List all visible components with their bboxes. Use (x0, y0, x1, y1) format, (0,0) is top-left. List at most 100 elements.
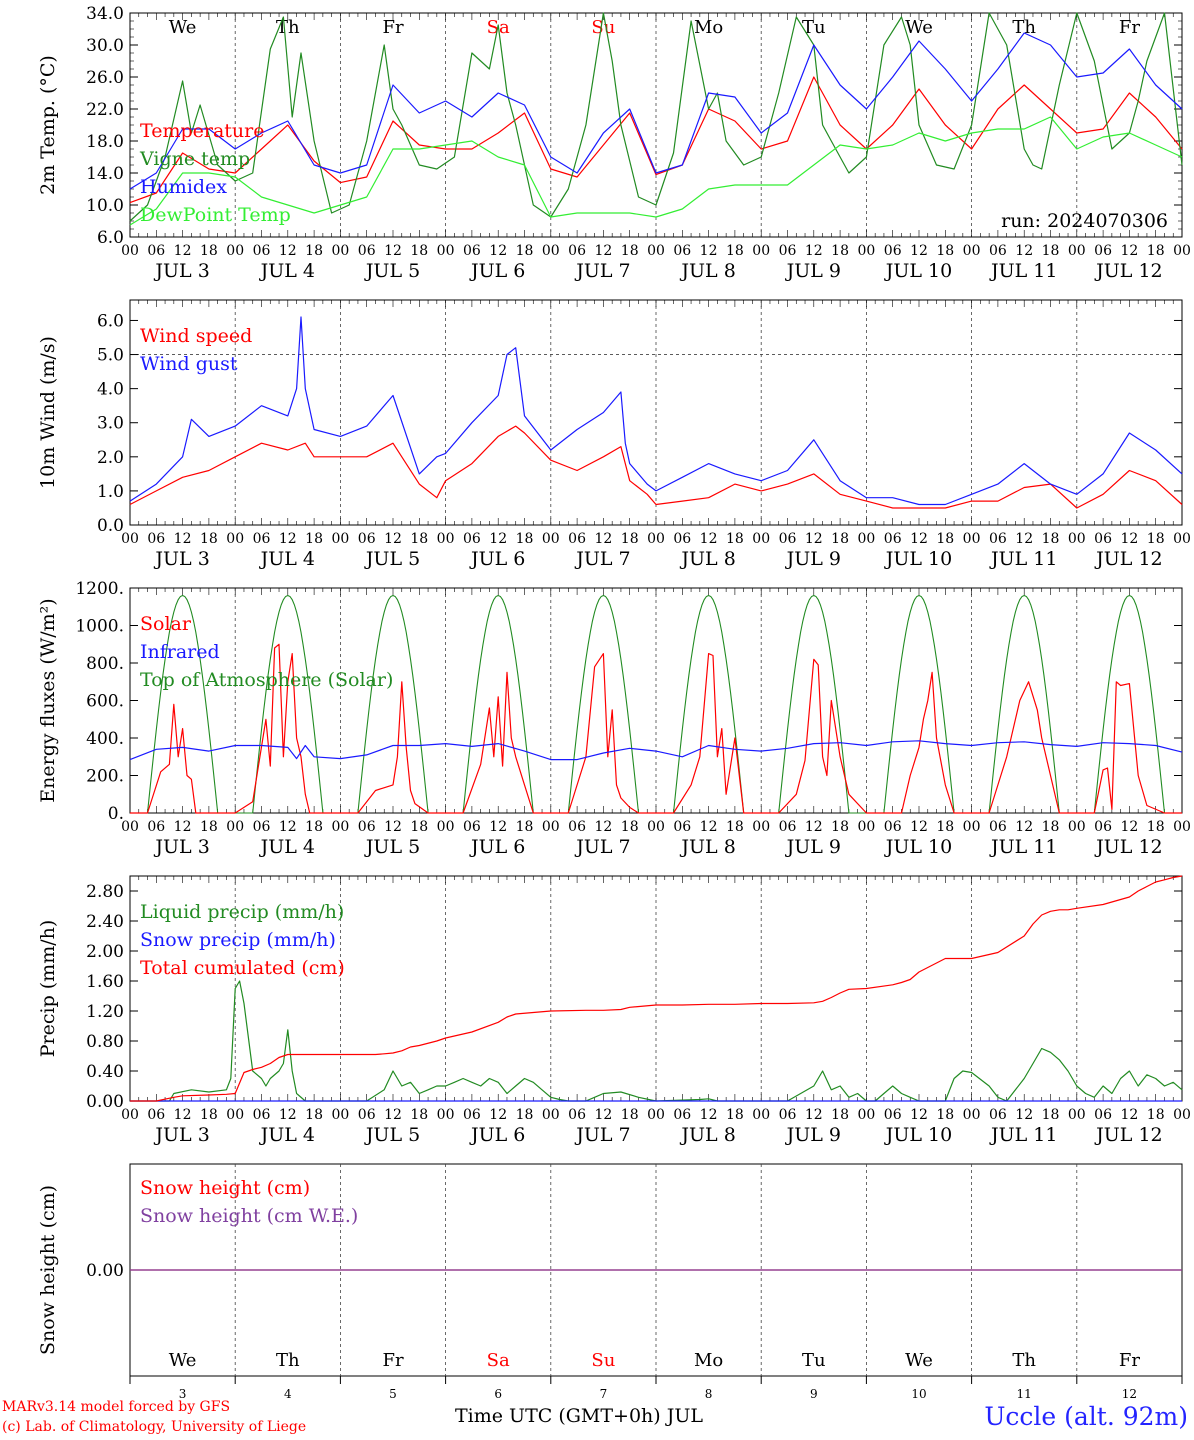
hour-label: 18 (936, 531, 954, 547)
y-tick-label: 34.0 (86, 4, 124, 24)
hour-label: 00 (1173, 243, 1191, 259)
hour-label: 06 (884, 243, 902, 259)
hour-label: 18 (1042, 243, 1060, 259)
hour-label: 06 (568, 243, 586, 259)
hour-label: 18 (200, 1107, 218, 1123)
run-annotation: run: 2024070306 (1001, 210, 1168, 232)
hour-label: 12 (174, 531, 192, 547)
date-label: JUL 6 (469, 260, 525, 282)
hour-label: 12 (594, 819, 612, 835)
series-line-solar (130, 643, 1182, 814)
hour-label: 12 (489, 819, 507, 835)
hour-label: 12 (700, 819, 718, 835)
date-label: JUL 11 (989, 260, 1057, 282)
series-line-total-cumulated-cm (130, 875, 1183, 1102)
credit-line-2: (c) Lab. of Climatology, University of L… (2, 1419, 307, 1435)
plot-frame (129, 587, 1183, 814)
weekday-label: Th (276, 17, 300, 38)
series-line-toa-solar (130, 594, 1182, 814)
hour-label: 18 (305, 531, 323, 547)
hour-label: 06 (463, 819, 481, 835)
weekday-label: Th (1012, 1350, 1036, 1371)
y-tick-label: 0.00 (86, 1261, 124, 1281)
hour-label: 06 (1094, 1107, 1112, 1123)
hour-label: 12 (700, 243, 718, 259)
y-tick-label: 6.0 (97, 228, 124, 248)
weekday-label: Sa (487, 1350, 510, 1371)
hour-label: 18 (936, 1107, 954, 1123)
hour-label: 06 (989, 819, 1007, 835)
hour-label: 06 (147, 819, 165, 835)
date-label: JUL 12 (1094, 548, 1162, 570)
day-number: 12 (1122, 1387, 1137, 1401)
hour-label: 00 (752, 819, 770, 835)
day-number: 6 (494, 1387, 502, 1401)
series-line-vigne-temp (129, 12, 1183, 222)
weekday-label: We (905, 1350, 933, 1371)
hour-label: 18 (516, 819, 534, 835)
y-tick-label: 600. (86, 692, 124, 712)
hour-label: 00 (121, 531, 139, 547)
date-label: JUL 12 (1094, 836, 1162, 858)
hour-label: 12 (910, 819, 928, 835)
date-label: JUL 5 (364, 836, 420, 858)
hour-label: 12 (1120, 243, 1138, 259)
hour-label: 06 (463, 531, 481, 547)
date-label: JUL 8 (679, 1124, 735, 1146)
hour-label: 12 (384, 243, 402, 259)
date-label: JUL 10 (884, 260, 952, 282)
y-tick-label: 18.0 (86, 132, 124, 152)
hour-label: 18 (410, 243, 428, 259)
day-number: 4 (284, 1387, 292, 1401)
hour-label: 18 (936, 819, 954, 835)
date-label: JUL 10 (884, 1124, 952, 1146)
legend-item: DewPoint Temp (140, 204, 291, 226)
hour-label: 00 (542, 243, 560, 259)
legend-item: Total cumulated (cm) (140, 957, 345, 979)
hour-label: 00 (1173, 1107, 1191, 1123)
hour-label: 12 (805, 1107, 823, 1123)
date-label: JUL 9 (785, 836, 841, 858)
weekday-label: Tu (802, 1350, 826, 1371)
hour-label: 06 (1094, 531, 1112, 547)
hour-label: 12 (700, 531, 718, 547)
hour-label: 06 (253, 243, 271, 259)
hour-label: 00 (857, 531, 875, 547)
day-number: 11 (1017, 1387, 1032, 1401)
day-number: 5 (389, 1387, 397, 1401)
y-tick-label: 1.20 (86, 1002, 124, 1022)
hour-label: 06 (253, 1107, 271, 1123)
y-tick-label: 14.0 (86, 164, 124, 184)
y-tick-label: 2.0 (97, 448, 124, 468)
hour-label: 18 (200, 819, 218, 835)
hour-label: 00 (121, 819, 139, 835)
date-label: JUL 4 (259, 548, 315, 570)
hour-label: 12 (1015, 1107, 1033, 1123)
hour-label: 18 (621, 531, 639, 547)
y-tick-label: 0.00 (86, 1092, 124, 1112)
hour-label: 18 (621, 243, 639, 259)
date-label: JUL 8 (679, 260, 735, 282)
hour-label: 18 (305, 819, 323, 835)
hour-label: 18 (621, 819, 639, 835)
legend-item: Vigne temp (139, 148, 250, 170)
hour-label: 00 (331, 819, 349, 835)
legend-item: Humidex (140, 176, 227, 198)
hour-label: 12 (384, 819, 402, 835)
hour-label: 18 (726, 1107, 744, 1123)
hour-label: 00 (437, 531, 455, 547)
hour-label: 00 (963, 1107, 981, 1123)
hour-label: 18 (200, 243, 218, 259)
hour-label: 18 (410, 819, 428, 835)
hour-label: 06 (253, 819, 271, 835)
legend-item: Wind speed (140, 325, 252, 347)
date-label: JUL 11 (989, 548, 1057, 570)
weekday-label: We (169, 1350, 197, 1371)
weekday-label: We (905, 17, 933, 38)
panel-3: 0. 200. 400. 600. 800. 1000. 1200. Energy fluxe… (37, 579, 1191, 858)
date-label: JUL 5 (364, 260, 420, 282)
hour-label: 12 (1120, 531, 1138, 547)
hour-label: 00 (1068, 243, 1086, 259)
date-label: JUL 7 (574, 1124, 630, 1146)
